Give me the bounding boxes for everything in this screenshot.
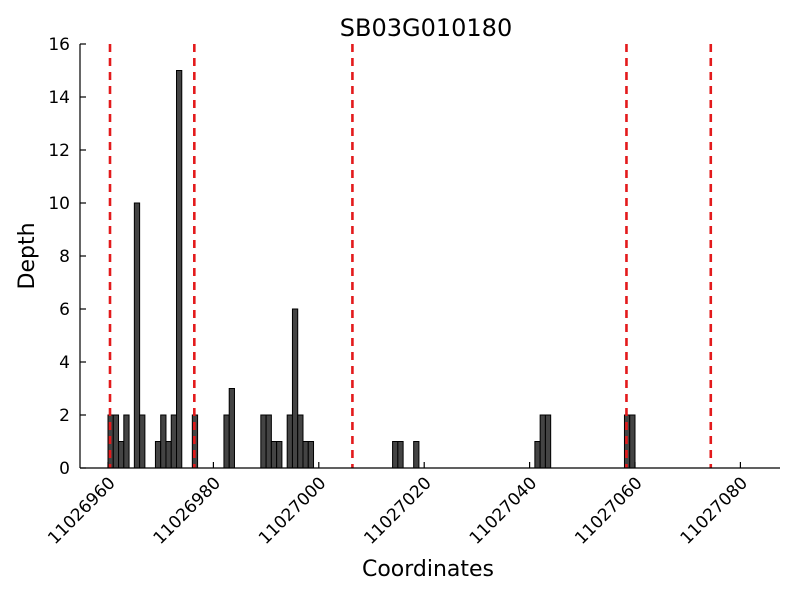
bar-11026997 <box>302 441 309 469</box>
bar-11026966 <box>139 414 146 469</box>
bar-11026971 <box>165 441 172 469</box>
y-tick-label-10: 10 <box>48 194 70 214</box>
bar-11026994 <box>286 414 293 469</box>
bar-11026982 <box>223 414 230 469</box>
bar-11026989 <box>260 414 267 469</box>
y-tick-label-14: 14 <box>48 88 70 108</box>
bar-11026972 <box>170 414 178 469</box>
y-tick-label-4: 4 <box>59 353 70 373</box>
y-tick-label-2: 2 <box>59 406 70 426</box>
bar-11027059 <box>629 414 636 469</box>
bar-11026990 <box>265 414 272 469</box>
y-tick-label-6: 6 <box>59 300 70 320</box>
bar-11026970 <box>160 414 167 469</box>
x-axis-label: Coordinates <box>362 557 494 582</box>
bar-11026962 <box>118 441 125 469</box>
bar-11026995 <box>291 308 299 469</box>
y-tick-label-0: 0 <box>59 459 70 479</box>
bar-11026969 <box>154 441 162 469</box>
bar-11026991 <box>270 441 278 469</box>
bar-11027014 <box>392 441 399 469</box>
bar-11027042 <box>539 414 546 469</box>
bar-11026996 <box>297 414 304 469</box>
y-ticks: 0 2 4 6 8 10 12 14 16 <box>48 35 86 479</box>
bar-11026973 <box>176 70 183 469</box>
bar-11026965 <box>133 202 141 469</box>
bar-11027041 <box>534 441 541 469</box>
y-axis-label: Depth <box>15 222 40 289</box>
bar-11027018 <box>413 441 420 469</box>
bar-11026961 <box>112 414 120 469</box>
chart-title: SB03G010180 <box>340 14 512 42</box>
bar-11027043 <box>544 414 552 469</box>
bar-11027015 <box>397 441 404 469</box>
bar-11026963 <box>123 414 130 469</box>
y-tick-label-16: 16 <box>48 35 70 55</box>
bar-11026983 <box>228 388 235 469</box>
reference-lines <box>108 44 713 468</box>
y-tick-label-8: 8 <box>59 247 70 267</box>
bar-11026992 <box>276 441 283 469</box>
y-tick-label-12: 12 <box>48 141 70 161</box>
bar-11026998 <box>307 441 315 469</box>
